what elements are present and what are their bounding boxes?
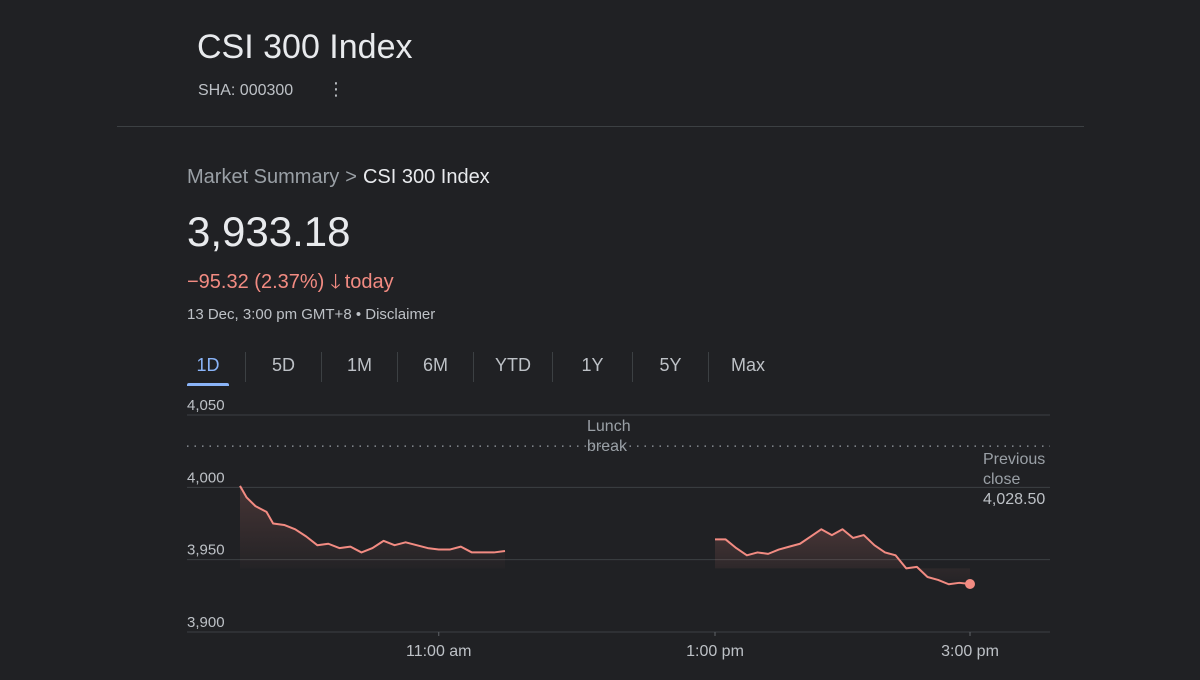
breadcrumb-market-summary[interactable]: Market Summary [187,166,339,188]
quote-meta: 13 Dec, 3:00 pm GMT+8 • Disclaimer [187,306,435,323]
tab-1d[interactable]: 1D [187,348,229,388]
x-tick-label: 3:00 pm [941,643,999,660]
y-tick-label: 4,050 [187,397,225,414]
page-title: CSI 300 Index [197,28,412,67]
meta-bullet: • [356,306,361,323]
tab-1y[interactable]: 1Y [553,348,632,388]
arrow-down-icon: 🡓 [330,271,340,293]
y-tick-label: 4,000 [187,469,225,486]
ticker-symbol: SHA: 000300 [198,82,293,100]
tab-max[interactable]: Max [709,348,787,388]
previous-close-value: 4,028.50 [983,491,1045,508]
y-tick-label: 3,950 [187,542,225,559]
tab-ytd[interactable]: YTD [474,348,552,388]
header-divider [117,126,1084,127]
current-price-marker [965,579,975,589]
breadcrumb-separator: > [345,166,357,188]
y-tick-label: 3,900 [187,614,225,631]
breadcrumb-current: CSI 300 Index [363,166,490,188]
previous-close-label: close [983,471,1020,488]
x-tick-label: 11:00 am [406,643,472,660]
breadcrumb: Market Summary > CSI 300 Index [187,166,490,189]
disclaimer-link[interactable]: Disclaimer [365,306,435,323]
previous-close-label: Previous [983,451,1045,468]
tab-5y[interactable]: 5Y [633,348,708,388]
tab-5d[interactable]: 5D [246,348,321,388]
tab-1m[interactable]: 1M [322,348,397,388]
tab-6m[interactable]: 6M [398,348,473,388]
price-area-morning [240,486,505,568]
price-chart: 4,050 4,000 3,950 3,900 Previous close 4,028.5… [0,395,1200,675]
current-price: 3,933.18 [187,208,351,256]
change-value: −95.32 (2.37%) [187,271,324,293]
more-vert-icon[interactable]: ⋮ [327,80,339,100]
quote-timestamp: 13 Dec, 3:00 pm GMT+8 [187,306,352,323]
price-change: −95.32 (2.37%) 🡓today [187,267,394,301]
lunch-break-label: Lunch [587,418,631,435]
chart-svg: 4,050 4,000 3,950 3,900 Previous close 4,028.5… [0,395,1200,675]
change-period: today [345,271,394,293]
x-tick-label: 1:00 pm [686,643,744,660]
lunch-break-label: break [587,438,628,455]
price-area-afternoon [715,529,970,584]
